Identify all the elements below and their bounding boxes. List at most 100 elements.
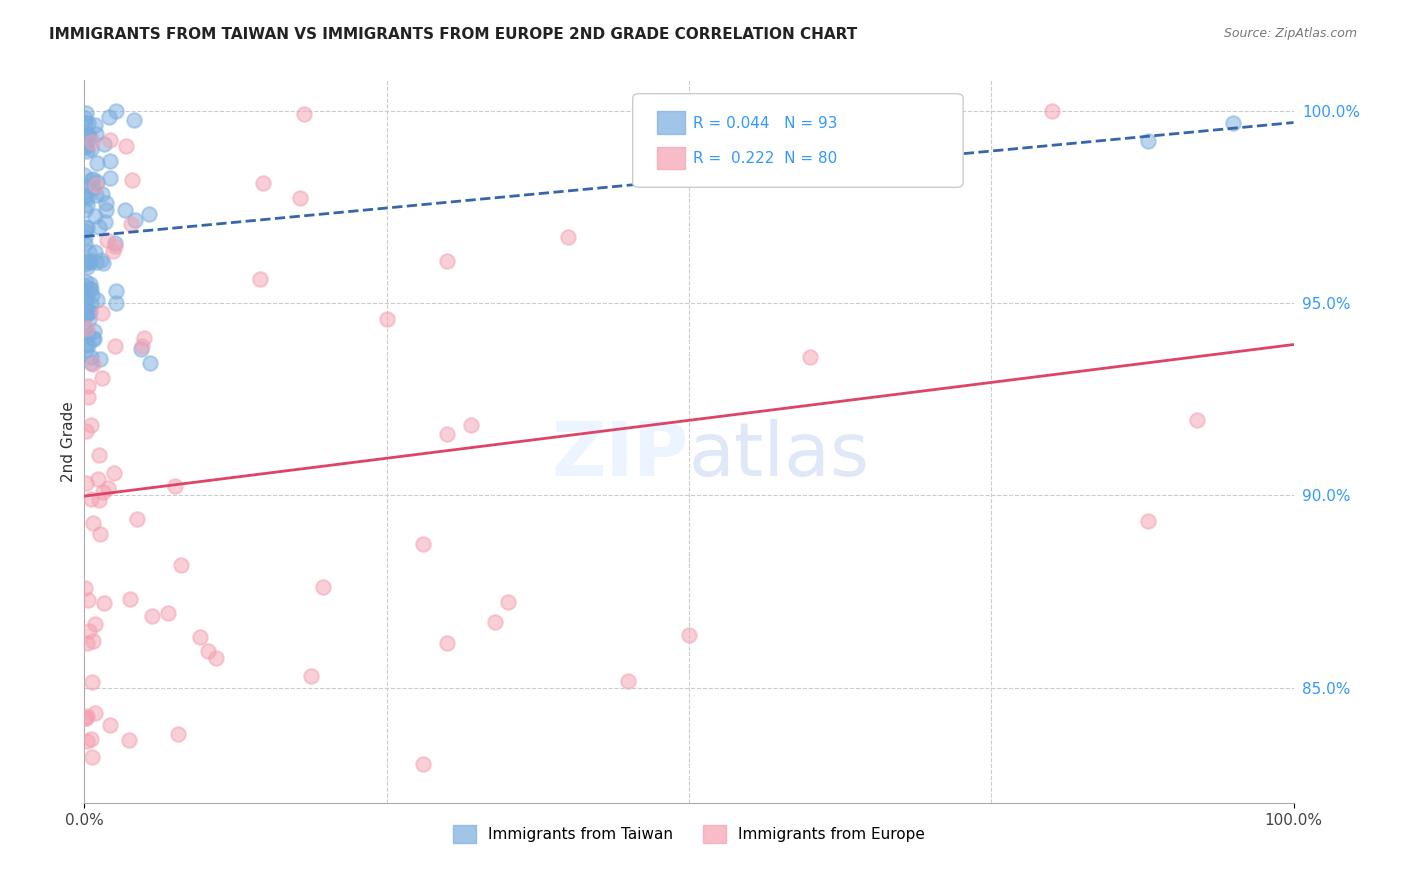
Point <box>97 481 120 495</box>
Point <box>91 485 114 500</box>
Point <box>83 332 105 346</box>
Point <box>93 215 115 229</box>
Point <box>86 178 108 193</box>
Point <box>252 176 274 190</box>
Point <box>75 321 97 335</box>
Point <box>75 112 97 126</box>
Point <box>292 106 315 120</box>
Point <box>86 293 108 307</box>
Point <box>1137 134 1160 148</box>
Point <box>1040 103 1063 118</box>
Point <box>82 135 104 149</box>
Point <box>104 239 127 253</box>
Point <box>73 168 96 182</box>
Point <box>412 537 434 551</box>
Point <box>91 256 114 270</box>
Point <box>103 466 125 480</box>
Text: ZIP: ZIP <box>551 419 689 492</box>
Point <box>83 617 105 632</box>
Point <box>75 178 97 193</box>
Point <box>138 207 160 221</box>
Point <box>76 321 98 335</box>
Point <box>134 330 156 344</box>
Legend: Immigrants from Taiwan, Immigrants from Europe: Immigrants from Taiwan, Immigrants from … <box>447 819 931 849</box>
Point <box>79 282 101 296</box>
Point <box>129 342 152 356</box>
Point <box>375 312 398 326</box>
Point <box>76 328 98 343</box>
Point <box>75 105 97 120</box>
Point <box>82 331 104 345</box>
Point <box>75 275 97 289</box>
Point <box>87 448 110 462</box>
Point <box>105 284 128 298</box>
Point <box>799 350 821 364</box>
Point <box>75 224 97 238</box>
Point <box>77 338 100 352</box>
Point <box>299 668 322 682</box>
Point <box>75 301 97 316</box>
Point <box>156 607 179 621</box>
Point <box>82 357 104 371</box>
Text: atlas: atlas <box>689 419 870 492</box>
Point <box>79 305 101 319</box>
Point <box>496 595 519 609</box>
Point <box>86 156 108 170</box>
Point <box>79 255 101 269</box>
Point <box>76 198 98 212</box>
Point <box>73 230 96 244</box>
Point <box>101 244 124 258</box>
Point <box>93 596 115 610</box>
Point <box>79 130 101 145</box>
Point <box>83 324 105 338</box>
Text: R = 0.044   N = 93: R = 0.044 N = 93 <box>693 116 838 130</box>
Point <box>96 233 118 247</box>
Y-axis label: 2nd Grade: 2nd Grade <box>60 401 76 482</box>
Point <box>84 244 107 259</box>
Point <box>120 217 142 231</box>
Point <box>75 475 97 490</box>
Point <box>82 287 104 301</box>
Point <box>436 426 458 441</box>
Point <box>190 630 212 644</box>
Point <box>104 296 127 310</box>
Point <box>84 255 107 269</box>
Point <box>114 202 136 217</box>
Point <box>290 191 312 205</box>
Point <box>98 171 121 186</box>
Point <box>80 356 103 370</box>
Point <box>73 279 96 293</box>
Point <box>165 479 187 493</box>
Point <box>122 112 145 127</box>
Point <box>76 115 98 129</box>
Point <box>412 757 434 772</box>
Point <box>86 175 108 189</box>
Point <box>82 181 104 195</box>
Point <box>121 173 143 187</box>
Point <box>73 291 96 305</box>
Point <box>80 491 103 506</box>
Point <box>75 424 97 438</box>
Point <box>75 581 97 595</box>
Point <box>76 260 98 274</box>
Point <box>127 512 149 526</box>
Point <box>124 213 146 227</box>
Point <box>76 129 98 144</box>
Point <box>557 229 579 244</box>
Point <box>84 209 107 223</box>
Point <box>75 711 97 725</box>
Point <box>84 118 107 132</box>
Point <box>80 173 103 187</box>
Point <box>678 628 700 642</box>
Point <box>76 636 98 650</box>
Point <box>89 493 111 508</box>
Point <box>87 472 110 486</box>
Point <box>141 609 163 624</box>
Point <box>920 103 942 118</box>
Point <box>104 339 127 353</box>
Text: IMMIGRANTS FROM TAIWAN VS IMMIGRANTS FROM EUROPE 2ND GRADE CORRELATION CHART: IMMIGRANTS FROM TAIWAN VS IMMIGRANTS FRO… <box>49 27 858 42</box>
Point <box>75 336 97 351</box>
Point <box>100 133 122 147</box>
Point <box>115 139 138 153</box>
Point <box>90 253 112 268</box>
